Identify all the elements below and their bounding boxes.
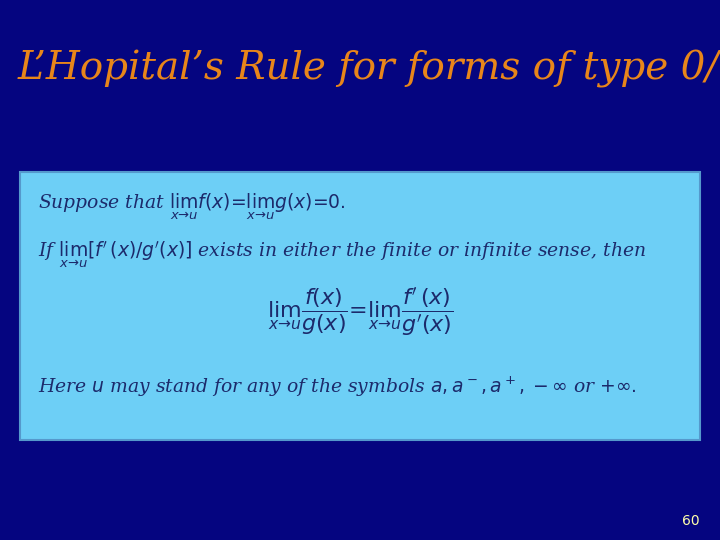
Text: $\lim_{x \to u} \dfrac{f(x)}{g(x)} = \lim_{x \to u} \dfrac{f'(x)}{g'(x)}$: $\lim_{x \to u} \dfrac{f(x)}{g(x)} = \li… [266,285,454,338]
Text: Suppose that $\lim_{x \to u} f(x) = \lim_{x \to u} g(x) = 0.$: Suppose that $\lim_{x \to u} f(x) = \lim… [38,192,346,222]
Text: L’Hopital’s Rule for forms of type 0/0: L’Hopital’s Rule for forms of type 0/0 [18,50,720,88]
Text: 60: 60 [683,514,700,528]
Text: If $\lim_{x \to u}[f'(x)/g'(x)]$ exists in either the finite or infinite sense, : If $\lim_{x \to u}[f'(x)/g'(x)]$ exists … [38,240,646,271]
Bar [20,172,700,440]
Text: Here $u$ may stand for any of the symbols $a, a^-, a^+, -\infty$ or $+\infty.$: Here $u$ may stand for any of the symbol… [38,375,636,399]
